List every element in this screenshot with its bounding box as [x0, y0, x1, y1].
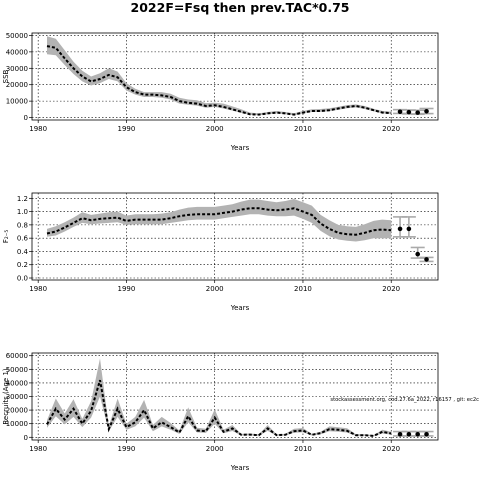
recruits-forecast-point-2022 [406, 431, 412, 437]
recruits-confidence-band [47, 358, 392, 437]
recruits-xtick-label-2010: 2010 [294, 445, 312, 453]
recruits-xlabel: Years [230, 464, 250, 472]
footnote: stockassessment.org, cod.27.6a_2022, r16… [330, 397, 479, 403]
ssb-ytick-label-30000: 30000 [6, 65, 28, 73]
ssb-ytick-label-20000: 20000 [6, 81, 28, 89]
fishing-mortality-panel: 1980 1990 2000 2010 2020 0.0 0.2 0.4 0.6 0.8 1.0 1.… [2, 192, 439, 312]
f-xtick-label-2010: 2010 [294, 285, 312, 293]
f-forecast-point-2023 [415, 251, 421, 257]
figure-title: 2022F=Fsq then prev.TAC*0.75 [131, 0, 350, 15]
ssb-axes-frame [31, 32, 439, 121]
f-xlabel: Years [230, 304, 250, 312]
ssb-estimate-line [46, 45, 392, 116]
recruits-xtick-label-2020: 2020 [382, 445, 400, 453]
f-forecast-point-2021 [397, 226, 403, 232]
ssb-xlabel: Years [230, 144, 250, 152]
recruits-forecast-point-2023 [415, 431, 421, 437]
recruits-estimate-line [46, 379, 392, 437]
ssb-ytick-label-0: 0 [24, 114, 28, 122]
f-ytick-label-0.8: 0.8 [17, 221, 28, 229]
ssb-forecast-point-2023 [415, 110, 421, 115]
f-xtick-label-1980: 1980 [29, 285, 47, 293]
f-confidence-band [47, 199, 392, 242]
ssb-ytick-label-40000: 40000 [6, 48, 28, 56]
recruits-xtick-label-1990: 1990 [118, 445, 136, 453]
recruits-ylabel: Recruits (Age 1) [2, 368, 10, 425]
recruitment-panel: 1980 1990 2000 2010 2020 0 10000 20000 30000 4000… [2, 352, 439, 472]
recruits-ytick-label-30000: 30000 [6, 393, 28, 401]
recruits-xtick-label-2000: 2000 [206, 445, 224, 453]
f-xtick-label-1990: 1990 [118, 285, 136, 293]
f-xtick-label-2020: 2020 [382, 285, 400, 293]
recruits-forecast-point-2024 [424, 431, 429, 437]
ssb-plot-area [46, 36, 434, 116]
recruits-forecast-point-2021 [397, 431, 403, 437]
ssb-forecast-point-2021 [397, 109, 403, 115]
f-ytick-label-0.2: 0.2 [17, 261, 28, 269]
f-plot-area [46, 199, 434, 263]
f-ytick-label-0: 0.0 [17, 275, 28, 283]
f-ytick-label-0.6: 0.6 [17, 235, 29, 243]
ssb-panel: 1980 1990 2000 2010 2020 0 10000 20000 30000 4000… [2, 32, 439, 152]
recruits-ytick-label-60000: 60000 [6, 352, 28, 360]
recruits-ytick-label-40000: 40000 [6, 379, 28, 387]
ssb-forecast-point-2022 [406, 109, 412, 115]
f-ytick-label-1: 1.0 [17, 208, 28, 216]
recruits-ytick-label-50000: 50000 [6, 366, 28, 374]
f-xtick-label-2000: 2000 [206, 285, 224, 293]
f-estimate-line [46, 207, 392, 236]
ssb-xtick-label-2010: 2010 [294, 125, 312, 133]
recruits-plot-area [46, 358, 434, 437]
f-forecast-point-2022 [406, 226, 412, 232]
ssb-confidence-band [47, 36, 392, 116]
ssb-ytick-label-50000: 50000 [6, 32, 28, 40]
f-ylabel: F₂₋₅ [2, 230, 10, 244]
ssb-ytick-label-10000: 10000 [6, 98, 28, 106]
ssb-xtick-label-1990: 1990 [118, 125, 136, 133]
recruits-ytick-label-0: 0 [24, 434, 28, 442]
recruits-ytick-label-20000: 20000 [6, 407, 28, 415]
ssb-xtick-label-2000: 2000 [206, 125, 224, 133]
ssb-forecast-point-2024 [424, 109, 429, 114]
f-ytick-label-1.2: 1.2 [17, 195, 28, 203]
ssb-ylabel: SSB [2, 69, 10, 83]
recruits-xtick-label-1980: 1980 [29, 445, 47, 453]
recruits-ytick-label-10000: 10000 [6, 420, 28, 428]
f-forecast-point-2024 [424, 257, 429, 262]
ssb-xtick-label-2020: 2020 [382, 125, 400, 133]
ssb-xtick-label-1980: 1980 [29, 125, 47, 133]
f-ytick-label-0.4: 0.4 [17, 248, 29, 256]
f-axes-frame [31, 192, 439, 281]
